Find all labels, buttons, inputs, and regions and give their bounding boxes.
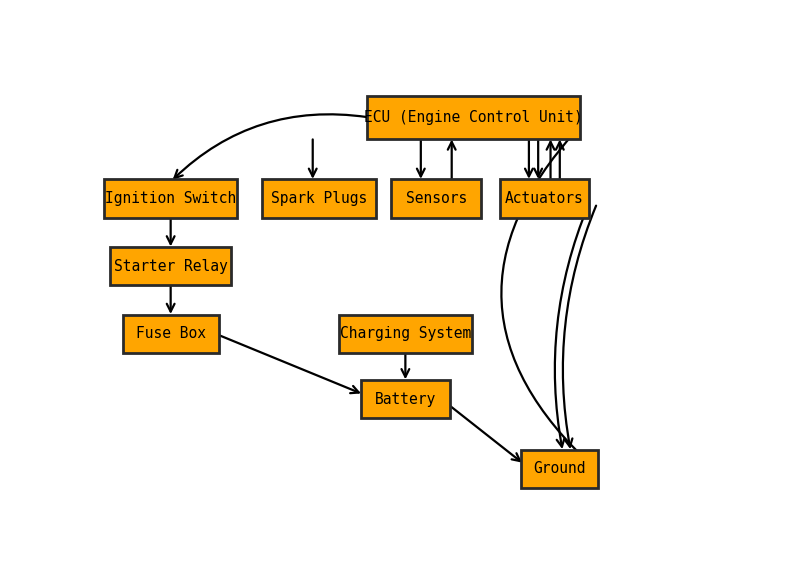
FancyBboxPatch shape xyxy=(261,180,376,218)
Text: Sensors: Sensors xyxy=(406,191,467,206)
FancyBboxPatch shape xyxy=(521,450,599,488)
Text: Ignition Switch: Ignition Switch xyxy=(105,191,236,206)
Text: Actuators: Actuators xyxy=(505,191,583,206)
Text: Starter Relay: Starter Relay xyxy=(114,259,227,274)
FancyBboxPatch shape xyxy=(391,180,481,218)
FancyBboxPatch shape xyxy=(500,180,589,218)
Text: Spark Plugs: Spark Plugs xyxy=(271,191,367,206)
Text: ECU (Engine Control Unit): ECU (Engine Control Unit) xyxy=(364,110,583,125)
Text: Charging System: Charging System xyxy=(340,326,471,341)
FancyBboxPatch shape xyxy=(104,180,237,218)
FancyBboxPatch shape xyxy=(123,315,218,353)
FancyBboxPatch shape xyxy=(339,315,472,353)
FancyBboxPatch shape xyxy=(367,96,580,139)
Text: Battery: Battery xyxy=(375,391,436,407)
Text: Fuse Box: Fuse Box xyxy=(135,326,206,341)
FancyBboxPatch shape xyxy=(360,380,450,418)
Text: Ground: Ground xyxy=(533,462,586,476)
FancyBboxPatch shape xyxy=(111,247,231,285)
